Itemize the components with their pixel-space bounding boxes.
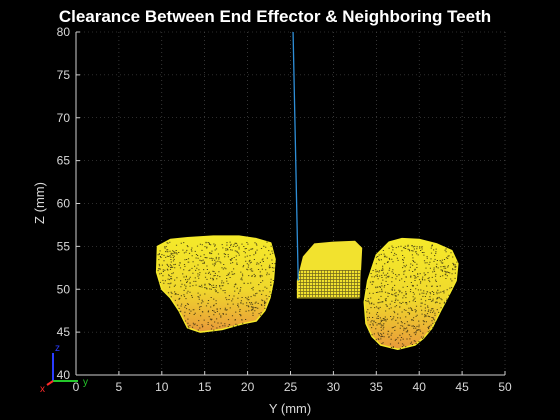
tooth-texture (365, 244, 458, 350)
tooth-texture (157, 241, 276, 331)
grid (75, 31, 506, 376)
y-tick-label: 40 (57, 368, 71, 382)
x-tick-label: 30 (327, 380, 341, 394)
chart-title: Clearance Between End Effector & Neighbo… (59, 7, 491, 26)
x-tick-label: 20 (241, 380, 255, 394)
x-tick-label: 15 (198, 380, 212, 394)
y-tick-label: 60 (57, 197, 71, 211)
x-tick-label: 50 (498, 380, 512, 394)
triad-z-label: z (55, 343, 60, 354)
tooth-point-cloud (363, 237, 459, 351)
triad-x-axis (46, 380, 54, 386)
y-tick-label: 70 (57, 111, 71, 125)
tooth-surface (363, 237, 459, 351)
y-tick-label: 75 (57, 68, 71, 82)
end-effector-surface (296, 240, 363, 299)
y-tick-label: 65 (57, 154, 71, 168)
x-tick-label: 5 (116, 380, 123, 394)
x-tick-label: 10 (155, 380, 169, 394)
x-tick-label: 0 (73, 380, 80, 394)
x-tick-label: 45 (455, 380, 469, 394)
tooth-point-cloud (155, 235, 276, 333)
orientation-triad: z y x (40, 343, 88, 395)
y-tick-label: 55 (57, 239, 71, 253)
y-tick-label: 45 (57, 325, 71, 339)
tool-axis-line (292, 31, 299, 281)
triad-y-label: y (83, 377, 88, 388)
y-axis-label: Z (mm) (32, 182, 47, 224)
triad-x-label: x (40, 384, 45, 395)
x-axis-label: Y (mm) (269, 401, 311, 416)
y-tick-label: 80 (57, 25, 71, 39)
y-tick-label: 50 (57, 282, 71, 296)
x-tick-label: 35 (370, 380, 384, 394)
end-effector-mesh (298, 270, 361, 298)
plot-objects (155, 31, 459, 351)
x-tick-label: 25 (284, 380, 298, 394)
axes: 0 5 10 15 20 25 30 35 40 45 50 40 45 50 55 60 65 70 75 80 (57, 25, 512, 394)
x-tick-label: 40 (413, 380, 427, 394)
end-effector-point-cloud (296, 240, 363, 299)
